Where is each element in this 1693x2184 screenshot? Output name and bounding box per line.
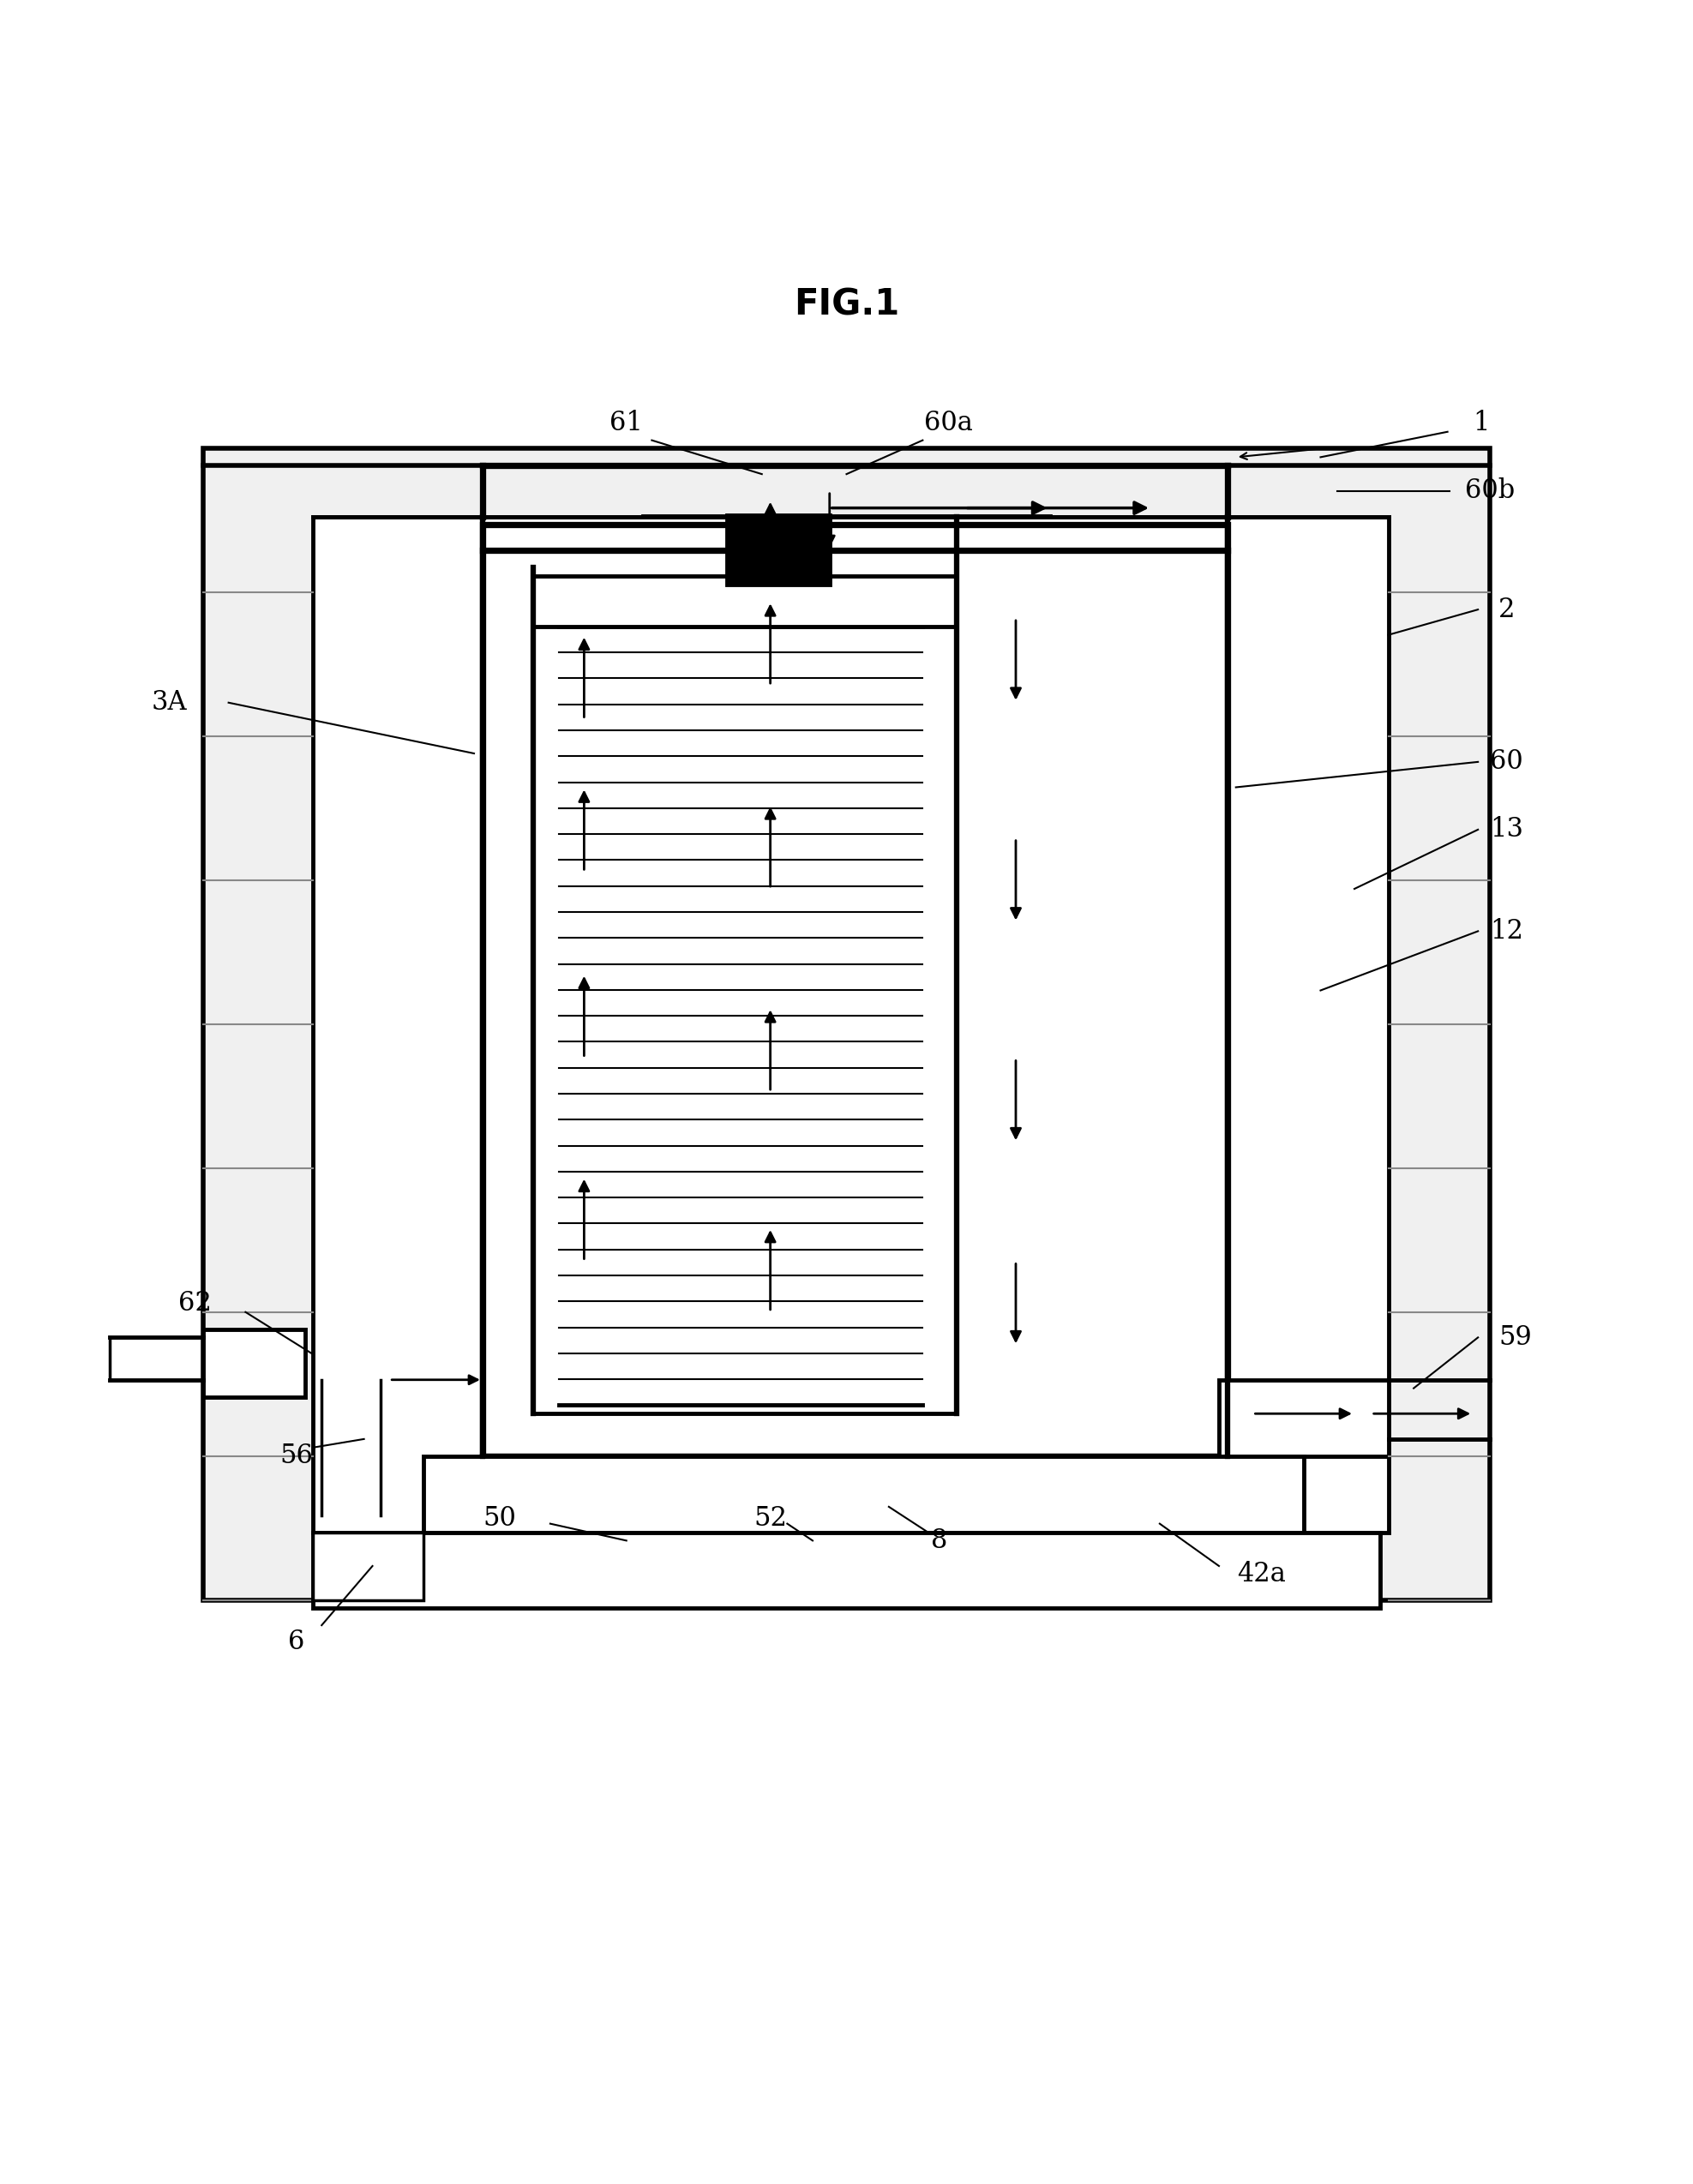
Bar	[203, 448, 1490, 1601]
Text: 42a: 42a	[1238, 1562, 1285, 1588]
Bar	[313, 515, 1388, 1533]
Text: 3A: 3A	[151, 690, 188, 716]
Text: 59: 59	[1498, 1324, 1532, 1350]
Text: 13: 13	[1490, 817, 1524, 843]
Text: FIG.1: FIG.1	[794, 286, 899, 323]
Text: 56: 56	[279, 1444, 313, 1470]
Text: 50: 50	[483, 1505, 516, 1531]
Text: 6: 6	[288, 1629, 305, 1655]
Bar	[313, 1533, 1380, 1607]
Bar	[728, 1524, 770, 1592]
Text: 60a: 60a	[924, 411, 972, 437]
Text: 61: 61	[609, 411, 643, 437]
Text: 62: 62	[178, 1291, 212, 1317]
Text: 52: 52	[753, 1505, 787, 1531]
Text: 60: 60	[1490, 749, 1524, 775]
Bar	[483, 1457, 1227, 1533]
Bar	[423, 1457, 1304, 1533]
Bar	[203, 1330, 305, 1398]
Bar	[483, 524, 1227, 1457]
Bar	[1219, 1380, 1388, 1457]
Bar	[880, 1524, 923, 1592]
Bar	[533, 583, 957, 1413]
Text: 1: 1	[1473, 411, 1490, 437]
Bar	[533, 577, 957, 627]
Bar	[313, 1533, 423, 1601]
Text: 8: 8	[931, 1527, 948, 1553]
Text: 12: 12	[1490, 917, 1524, 943]
Text: 2: 2	[1498, 596, 1515, 622]
Text: 60b: 60b	[1464, 478, 1515, 505]
Bar	[728, 515, 830, 583]
Bar	[643, 1533, 745, 1575]
Bar	[779, 1533, 897, 1575]
